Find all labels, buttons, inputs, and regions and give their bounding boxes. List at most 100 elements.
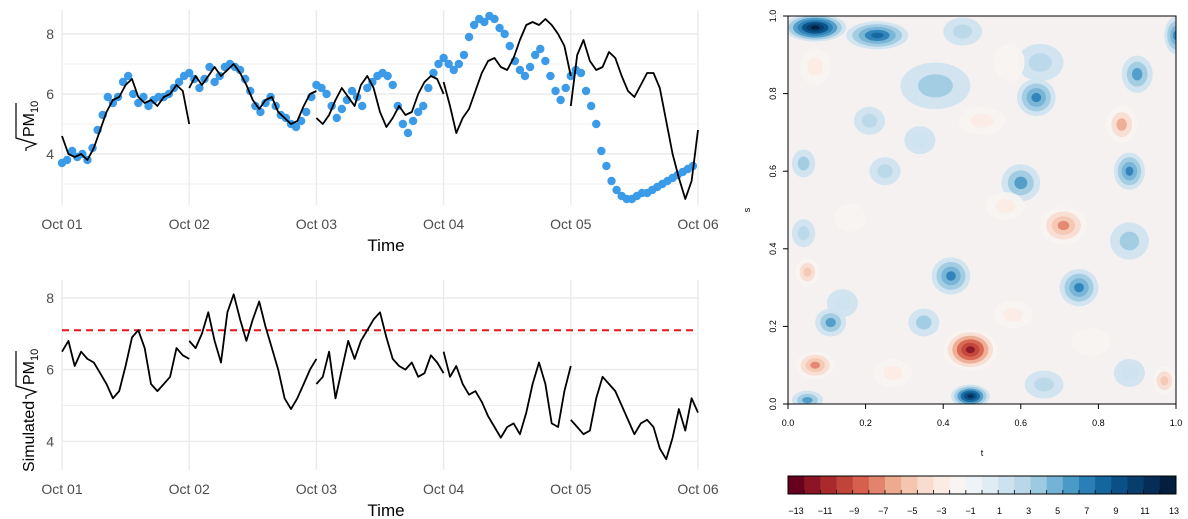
data-point (434, 59, 443, 69)
top-y-label-base: PM (21, 113, 38, 137)
heatmap-blob (1016, 43, 1064, 82)
data-point (459, 50, 469, 60)
bottom-y-axis-label: Simulated PM10 (15, 349, 41, 472)
data-point (439, 53, 448, 63)
heatmap-contour (1160, 376, 1169, 386)
series-line (61, 329, 190, 400)
top-grid (61, 10, 699, 205)
heatmap-blob (799, 47, 831, 86)
y-tick-label: 0.8 (768, 87, 778, 100)
data-point (261, 98, 270, 108)
colorbar-swatch (933, 476, 951, 494)
data-point (383, 71, 392, 81)
x-tick-label: Oct 06 (677, 481, 718, 497)
heatmap-blob (985, 192, 1025, 221)
series-line (442, 351, 572, 439)
data-point (525, 62, 535, 72)
heatmap-contour (1003, 307, 1023, 322)
y-tick-label: 0.0 (768, 398, 778, 411)
heatmap-panel: 0.0 0.2 0.4 0.6 0.8 1.0 0.00.20.40.60.81.0 t … (742, 10, 1182, 516)
heatmap-blob (873, 358, 913, 387)
heatmap-contour (861, 113, 878, 128)
data-point (337, 104, 347, 114)
data-point (464, 32, 474, 42)
heatmap-contour (1116, 118, 1127, 131)
data-point (505, 41, 514, 51)
heatmap-contour (1057, 220, 1070, 231)
heatmap-contour (810, 361, 821, 369)
heatmap-contour (842, 210, 858, 225)
y-tick-label: 0.2 (768, 320, 778, 333)
data-point (561, 83, 570, 93)
data-point (144, 101, 153, 111)
colorbar (787, 475, 1177, 495)
heatmap-blob (853, 106, 885, 135)
colorbar-label: −3 (936, 506, 946, 516)
heatmap-blob (791, 219, 816, 248)
colorbar-swatch (965, 476, 983, 494)
colorbar-swatch (1159, 476, 1177, 494)
colorbar-swatch (1062, 476, 1080, 494)
colorbar-swatch (804, 476, 821, 494)
observed-pm10-panel: 4 6 8 Oct 01 Oct 02 Oct 03 Oct 04 Oct 05 Oct 06… (15, 10, 719, 255)
data-point (556, 95, 565, 105)
heatmap-blob (1106, 106, 1138, 144)
data-point (597, 146, 606, 156)
heatmap-contour (917, 74, 953, 98)
colorbar-swatch (1111, 476, 1128, 494)
y-tick-label: 4 (46, 146, 54, 162)
data-point (256, 107, 265, 117)
x-tick-label: Oct 04 (423, 481, 464, 497)
data-point (134, 98, 143, 108)
top-x-axis-label: Time (367, 236, 404, 255)
data-point (185, 68, 194, 78)
data-point (205, 62, 214, 72)
colorbar-label: −13 (788, 506, 803, 516)
y-tick-label: 4 (46, 433, 54, 449)
heatmap-contour (1125, 166, 1134, 176)
heatmap-contour (1034, 377, 1054, 392)
data-point (118, 77, 128, 87)
heatmap-blob (834, 203, 866, 232)
colorbar-swatch (1079, 476, 1096, 494)
colorbar-label: 5 (1055, 506, 1060, 516)
heatmap-contour (871, 32, 884, 39)
x-tick-label: Oct 06 (677, 216, 718, 232)
heatmap-blob (908, 308, 940, 337)
data-point (536, 44, 545, 54)
bottom-x-axis-label: Time (367, 501, 404, 519)
colorbar-swatch (901, 476, 918, 494)
heatmap-x-ticks: 0.0 0.2 0.4 0.6 0.8 1.0 (782, 404, 1182, 428)
heatmap-contour (810, 25, 820, 30)
data-point (419, 101, 428, 111)
heatmap-contour (834, 296, 851, 311)
series-line (188, 293, 318, 410)
data-point (235, 65, 245, 75)
x-tick-label: Oct 03 (296, 216, 337, 232)
colorbar-swatch (1095, 476, 1112, 494)
colorbar-label: 1 (997, 506, 1002, 516)
series-line (442, 18, 572, 134)
heatmap-blob (943, 17, 982, 46)
colorbar-swatch (820, 476, 837, 494)
colorbar-swatch (982, 476, 999, 494)
colorbar-swatch (852, 476, 870, 494)
x-tick-label: 0.4 (937, 418, 950, 428)
data-point (602, 161, 611, 171)
heatmap-blob (1110, 222, 1149, 260)
heatmap-contour (965, 346, 975, 354)
data-point (302, 107, 311, 117)
heatmap-contour (1074, 282, 1084, 293)
heatmap-contour (797, 226, 810, 241)
heatmap-blob (904, 126, 936, 155)
top-y-label-sub: 10 (29, 101, 41, 113)
data-point (408, 116, 418, 126)
data-point (581, 86, 591, 96)
x-tick-label: Oct 02 (169, 216, 210, 232)
series-line (315, 311, 445, 400)
heatmap-blob (788, 16, 847, 42)
heatmap-blob (815, 308, 847, 337)
y-tick-label: 0.6 (768, 165, 778, 178)
heatmap-contour (797, 156, 810, 171)
colorbar-swatch (885, 476, 902, 494)
